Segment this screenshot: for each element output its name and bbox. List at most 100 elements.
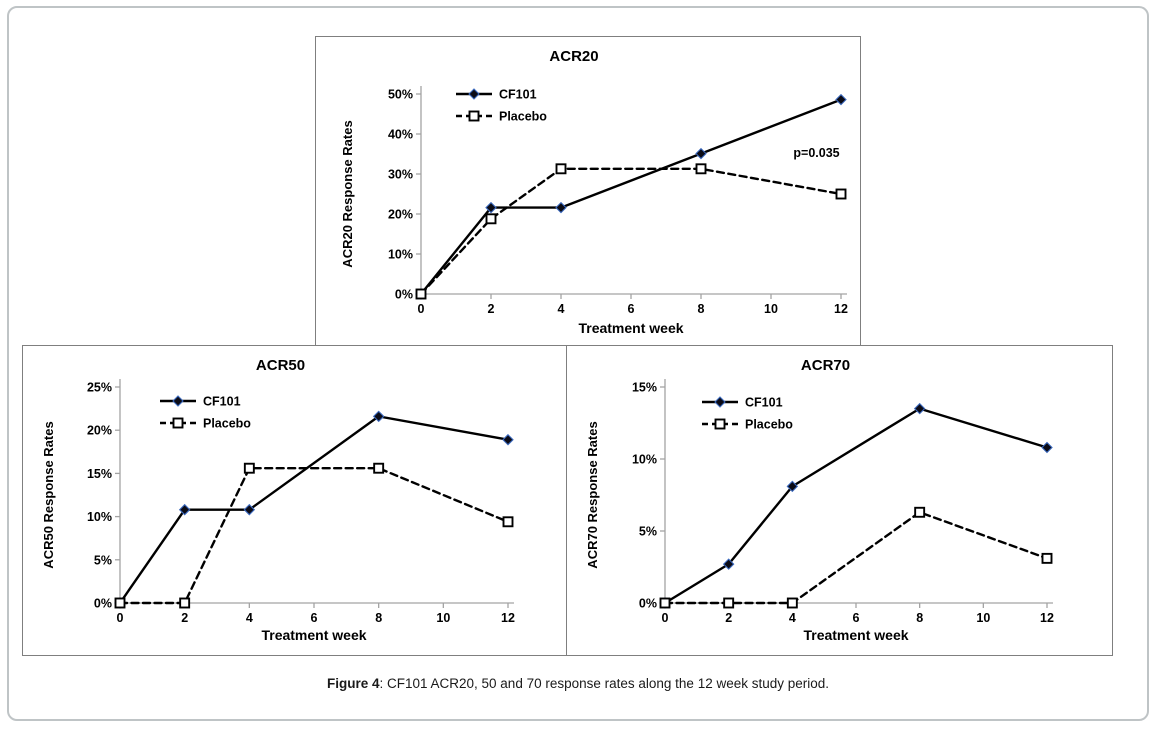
square-marker (485, 213, 497, 225)
acr50-chart-svg: 0% 5% 10% 15% 20% 25% 0 2 4 6 8 10 12 CF101 Placebo ACR… (41, 357, 515, 643)
x-tick-label: 6 (853, 611, 860, 625)
y-tick-label: 5% (94, 553, 112, 567)
diamond-marker (835, 93, 847, 106)
x-axis-title: Treatment week (261, 627, 366, 643)
x-tick-label: 4 (558, 302, 565, 316)
y-tick-label: 15% (87, 467, 112, 481)
diamond-marker (178, 503, 191, 516)
square-marker (179, 597, 191, 609)
y-tick-label: 40% (388, 128, 413, 142)
diamond-marker (722, 558, 735, 570)
y-tick-label: 15% (632, 381, 657, 395)
y-axis-title: ACR70 Response Rates (585, 421, 600, 568)
x-tick-label: 10 (976, 611, 990, 625)
square-marker (502, 516, 514, 528)
series-line-placebo (663, 511, 1049, 605)
y-tick-label: 20% (87, 424, 112, 438)
series-line-cf101 (663, 407, 1049, 605)
series-line-cf101 (419, 98, 843, 296)
diamond-marker (502, 433, 514, 446)
x-axis-title: Treatment week (578, 320, 683, 336)
diamond-marker (714, 396, 726, 408)
x-tick-label: 12 (834, 302, 848, 316)
legend-label: CF101 (745, 396, 783, 410)
y-tick-label: 10% (388, 248, 413, 262)
chart-title: ACR70 (801, 357, 850, 374)
x-tick-label: 8 (375, 611, 382, 625)
y-tick-label: 0% (94, 597, 112, 611)
x-tick-label: 8 (916, 611, 923, 625)
panel-acr50: 0% 5% 10% 15% 20% 25% 0 2 4 6 8 10 12 CF101 Placebo ACR… (22, 345, 567, 656)
x-tick-label: 6 (628, 302, 635, 316)
legend-label: Placebo (499, 110, 547, 124)
x-tick-label: 4 (246, 611, 253, 625)
x-tick-label: 2 (181, 611, 188, 625)
square-marker (555, 163, 567, 175)
x-tick-label: 6 (311, 611, 318, 625)
x-tick-label: 2 (725, 611, 732, 625)
diamond-marker (786, 480, 799, 493)
legend-label: CF101 (203, 395, 241, 409)
series-line-placebo (419, 167, 843, 296)
y-tick-label: 10% (87, 510, 112, 524)
diamond-marker (372, 410, 385, 423)
square-marker (835, 188, 847, 200)
x-tick-label: 12 (1040, 611, 1054, 625)
diamond-marker (485, 201, 497, 214)
chart-title: ACR50 (256, 357, 305, 374)
square-marker (786, 597, 798, 609)
p-value-annotation: p=0.035 (793, 146, 839, 160)
x-tick-label: 10 (436, 611, 450, 625)
y-tick-label: 5% (639, 525, 657, 539)
y-tick-label: 0% (395, 288, 413, 302)
square-marker (373, 462, 385, 474)
legend-label: Placebo (745, 418, 793, 432)
figure-caption: Figure 4: CF101 ACR20, 50 and 70 respons… (0, 676, 1156, 691)
square-marker (695, 163, 707, 175)
y-tick-label: 25% (87, 381, 112, 395)
legend-label: CF101 (499, 88, 537, 102)
figure-border (7, 6, 1149, 721)
x-tick-label: 8 (698, 302, 705, 316)
y-tick-label: 50% (388, 88, 413, 102)
diamond-marker (913, 402, 926, 415)
square-marker (114, 597, 126, 609)
square-marker (659, 597, 671, 609)
diamond-marker (468, 88, 480, 100)
square-marker (172, 417, 184, 429)
panel-acr70: 0% 5% 10% 15% 0 2 4 6 8 10 12 CF101 Placebo ACR70 Trea… (566, 345, 1113, 656)
legend-label: Placebo (203, 417, 251, 431)
x-tick-label: 0 (117, 611, 124, 625)
square-marker (1041, 552, 1053, 564)
diamond-marker (172, 395, 184, 407)
series-line-cf101 (118, 415, 510, 605)
chart-title: ACR20 (549, 48, 598, 65)
y-tick-label: 10% (632, 453, 657, 467)
y-axis-title: ACR50 Response Rates (41, 421, 56, 568)
square-marker (914, 506, 926, 518)
x-tick-label: 4 (789, 611, 796, 625)
square-marker (415, 288, 427, 300)
square-marker (468, 110, 480, 122)
x-tick-label: 2 (488, 302, 495, 316)
square-marker (714, 418, 726, 430)
figure-caption-label: Figure 4 (326, 676, 380, 691)
acr70-chart-svg: 0% 5% 10% 15% 0 2 4 6 8 10 12 CF101 Placebo ACR70 Trea… (585, 357, 1054, 643)
diamond-marker (695, 147, 707, 160)
y-tick-label: 30% (388, 168, 413, 182)
diamond-marker (243, 503, 256, 516)
figure-caption-text: : CF101 ACR20, 50 and 70 response rates … (379, 676, 830, 691)
x-tick-label: 0 (662, 611, 669, 625)
y-tick-label: 20% (388, 208, 413, 222)
series-line-placebo (118, 467, 510, 605)
x-axis-title: Treatment week (803, 627, 908, 643)
diamond-marker (1041, 441, 1053, 454)
y-axis-title: ACR20 Response Rates (340, 120, 355, 267)
square-marker (243, 462, 255, 474)
panel-acr20: 0% 10% 20% 30% 40% 50% 0 2 4 6 8 10 12 CF101 Placebo AC… (315, 36, 861, 346)
x-tick-label: 12 (501, 611, 515, 625)
square-marker (723, 597, 735, 609)
acr20-chart-svg: 0% 10% 20% 30% 40% 50% 0 2 4 6 8 10 12 CF101 Placebo AC… (340, 48, 848, 336)
x-tick-label: 10 (764, 302, 778, 316)
